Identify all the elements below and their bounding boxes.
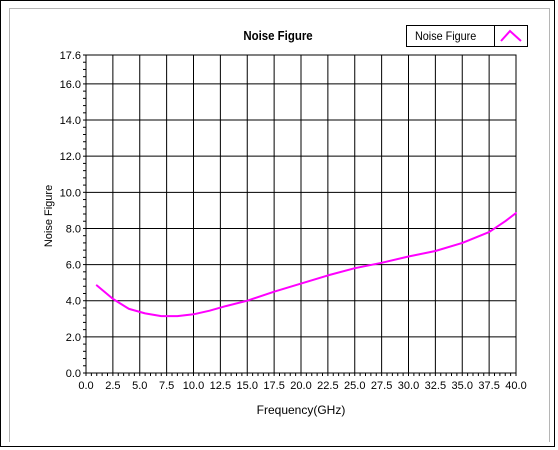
x-tick-label: 32.5 <box>425 380 446 392</box>
y-tick-label: 4.0 <box>66 296 81 308</box>
y-tick-label: 16.0 <box>60 79 81 91</box>
x-tick-label: 40.0 <box>505 380 526 392</box>
x-tick-label: 12.5 <box>210 380 231 392</box>
y-tick-label: 14.0 <box>60 115 81 127</box>
x-tick-label: 2.5 <box>105 380 120 392</box>
y-tick-label: 12.0 <box>60 151 81 163</box>
x-axis-label: Frequency(GHz) <box>257 403 346 417</box>
y-tick-label: 6.0 <box>66 260 81 272</box>
y-axis-label: Noise Figure <box>43 185 55 247</box>
x-tick-label: 10.0 <box>183 380 204 392</box>
x-tick-label: 25.0 <box>344 380 365 392</box>
x-tick-label: 37.5 <box>478 380 499 392</box>
legend-swatch <box>494 26 528 46</box>
x-tick-label: 7.5 <box>159 380 174 392</box>
x-tick-label: 0.0 <box>78 380 93 392</box>
chart-title: Noise Figure <box>243 28 313 43</box>
chart-panel <box>9 8 550 442</box>
x-tick-label: 35.0 <box>452 380 473 392</box>
x-tick-label: 27.5 <box>371 380 392 392</box>
series-line-noise-figure <box>95 212 517 318</box>
x-tick-label: 15.0 <box>237 380 258 392</box>
x-tick-label: 30.0 <box>398 380 419 392</box>
y-tick-label: 10.0 <box>60 187 81 199</box>
x-tick-label: 5.0 <box>132 380 147 392</box>
y-tick-label: 17.6 <box>60 50 81 62</box>
x-tick-label: 17.5 <box>263 380 284 392</box>
y-tick-label: 0.0 <box>66 368 81 380</box>
y-tick-label: 8.0 <box>66 223 81 235</box>
x-tick-label: 22.5 <box>317 380 338 392</box>
x-tick-label: 20.0 <box>290 380 311 392</box>
y-tick-label: 2.0 <box>66 332 81 344</box>
legend-label: Noise Figure <box>415 29 477 43</box>
legend[interactable]: Noise Figure <box>406 25 528 47</box>
legend-line-icon <box>500 29 522 42</box>
